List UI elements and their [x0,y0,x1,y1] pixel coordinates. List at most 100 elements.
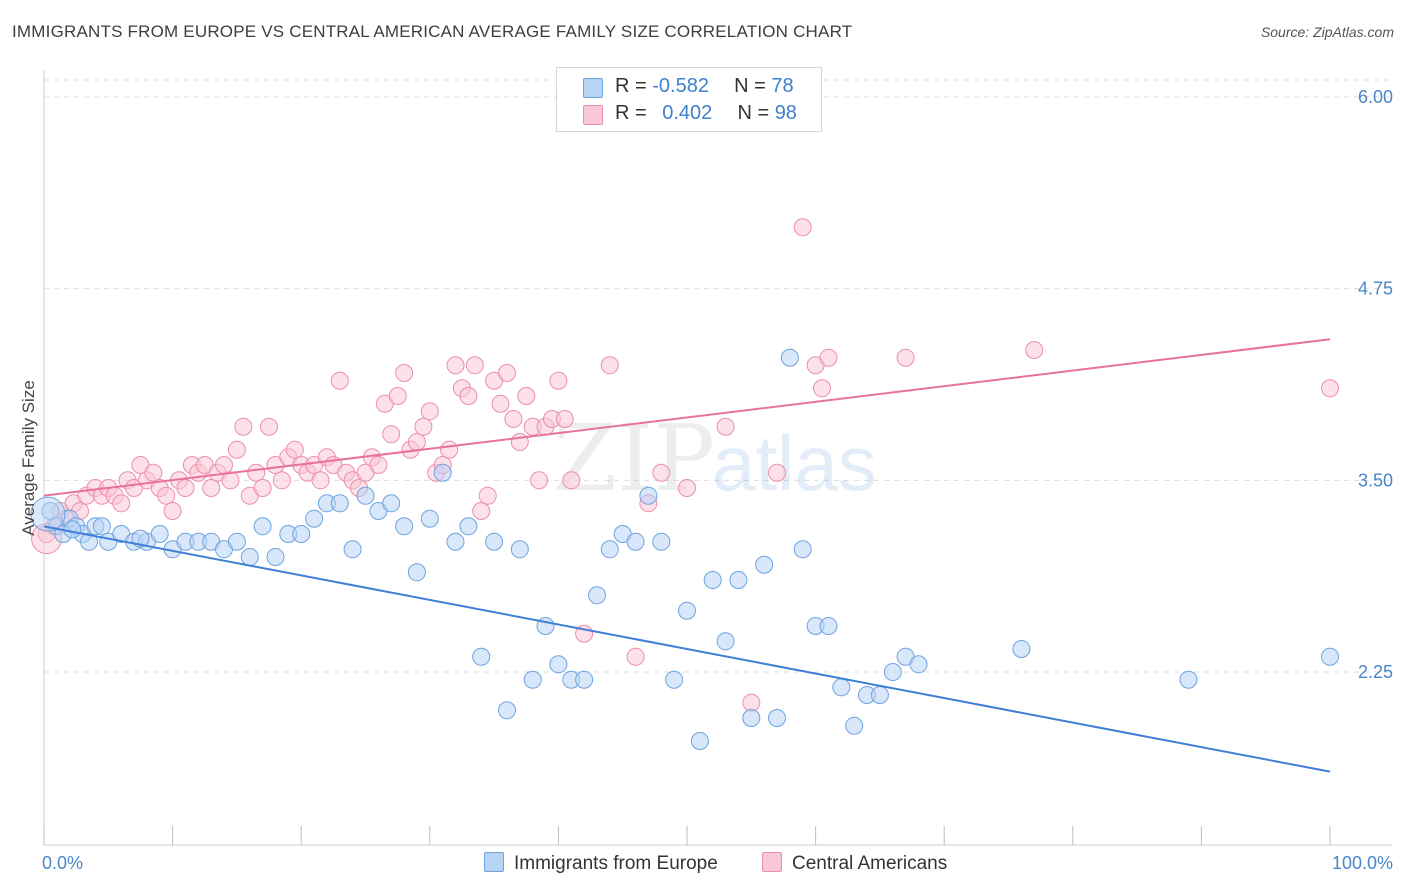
point-immigrants-from-europe [665,670,684,689]
axes [43,70,1392,846]
point-immigrants-from-europe [305,509,324,528]
point-immigrants-from-europe [523,670,542,689]
legend-n-label: N = [737,102,775,124]
point-immigrants-from-europe [472,647,491,666]
point-immigrants-from-europe [343,540,362,559]
point-immigrants-from-europe [870,686,889,704]
point-immigrants-from-europe [407,563,426,582]
point-central-americans [478,486,497,505]
point-immigrants-from-europe [292,525,311,543]
point-central-americans [260,417,278,436]
bottom-legend-europe: Immigrants from Europe [484,852,718,875]
point-immigrants-from-europe [588,586,606,605]
chart-title: IMMIGRANTS FROM EUROPE VS CENTRAL AMERIC… [12,22,853,41]
point-central-americans [459,387,478,405]
point-central-americans [395,364,414,382]
point-central-americans [600,356,619,375]
point-immigrants-from-europe [485,532,504,551]
point-central-americans [768,463,786,482]
legend-r-label: R = [615,75,653,97]
point-immigrants-from-europe [716,632,735,651]
point-immigrants-from-europe [575,670,594,689]
point-central-americans [446,356,465,375]
legend-n-label: N = [734,75,772,97]
y-tick-label: 4.75 [1358,279,1393,299]
point-immigrants-from-europe [639,486,658,505]
point-immigrants-from-europe [652,532,671,551]
x-tick-label-min: 0.0% [42,853,83,873]
point-central-americans [678,479,696,497]
point-central-americans [472,502,491,520]
point-central-americans [819,348,838,367]
bottom-legend-central: Central Americans [762,852,947,875]
point-central-americans [144,463,163,482]
x-tick-label-max: 100.0% [1332,853,1393,873]
y-tick-label: 6.00 [1358,87,1393,107]
point-immigrants-from-europe [227,532,246,551]
watermark-atlas: atlas [712,419,877,507]
point-central-americans [510,433,529,451]
point-central-americans [215,456,233,474]
point-central-americans [176,479,195,497]
point-immigrants-from-europe [793,540,812,559]
point-central-americans [504,410,523,428]
y-tick-label: 3.50 [1358,470,1393,490]
point-central-americans [272,471,291,490]
point-central-americans [896,348,915,367]
point-central-americans [163,502,182,520]
point-immigrants-from-europe [253,517,272,536]
bottom-legend-swatch-central [762,852,782,872]
bottom-legend-label-central: Central Americans [792,853,948,874]
chart-source: Source: ZipAtlas.com [1260,24,1394,40]
legend-r-value-central: 0.402 [662,102,713,124]
point-central-americans [330,371,349,390]
y-tick-label: 2.25 [1358,662,1393,682]
y-tick-labels: 6.00 4.75 3.50 2.25 [1358,87,1393,682]
legend-row-central: R = 0.402 N = 98 [557,101,821,129]
point-immigrants-from-europe [80,532,98,551]
point-immigrants-from-europe [63,520,82,539]
legend-n-value-central: 98 [774,102,797,124]
legend-swatch-central [583,105,603,125]
series-immigrants-from-europe [30,348,1339,750]
point-cluster-europe [30,496,66,532]
point-immigrants-from-europe [703,571,722,589]
point-immigrants-from-europe [883,663,902,681]
point-immigrants-from-europe [459,517,478,536]
point-central-americans [414,417,433,436]
point-central-americans [793,218,812,237]
point-immigrants-from-europe [150,525,169,543]
legend-n-value-europe: 78 [771,75,794,97]
point-central-americans [253,479,272,497]
point-central-americans [112,494,131,513]
point-central-americans [716,417,735,436]
point-immigrants-from-europe [1179,670,1198,689]
point-immigrants-from-europe [690,732,709,750]
point-central-americans [382,425,401,444]
point-immigrants-from-europe [600,540,619,559]
point-central-americans [652,463,671,482]
point-central-americans [626,647,645,666]
point-central-americans [407,433,426,451]
point-immigrants-from-europe [845,716,864,735]
point-central-americans [498,364,516,382]
point-immigrants-from-europe [395,517,414,536]
correlation-legend: R = -0.582 N = 78 R = 0.402 N = 98 [556,67,822,132]
watermark: ZIP atlas [553,405,877,512]
trend-lines [43,338,1331,773]
point-central-americans [530,471,549,490]
point-central-americans [562,471,581,490]
y-axis-label: Average Family Size [19,380,38,536]
trend-line-central-americans [43,338,1331,497]
point-immigrants-from-europe [780,348,799,367]
point-immigrants-from-europe [498,701,516,720]
series-central-americans [31,218,1339,712]
point-immigrants-from-europe [330,494,349,513]
point-immigrants-from-europe [510,540,529,559]
point-immigrants-from-europe [92,517,111,536]
point-central-americans [202,479,221,497]
point-central-americans [742,693,761,712]
point-immigrants-from-europe [768,709,786,727]
point-immigrants-from-europe [240,548,259,566]
legend-swatch-europe [583,78,603,98]
